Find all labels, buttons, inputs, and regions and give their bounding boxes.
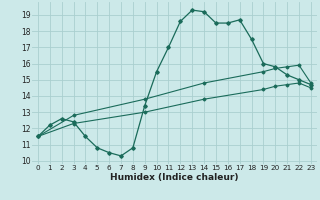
X-axis label: Humidex (Indice chaleur): Humidex (Indice chaleur) [110,173,239,182]
